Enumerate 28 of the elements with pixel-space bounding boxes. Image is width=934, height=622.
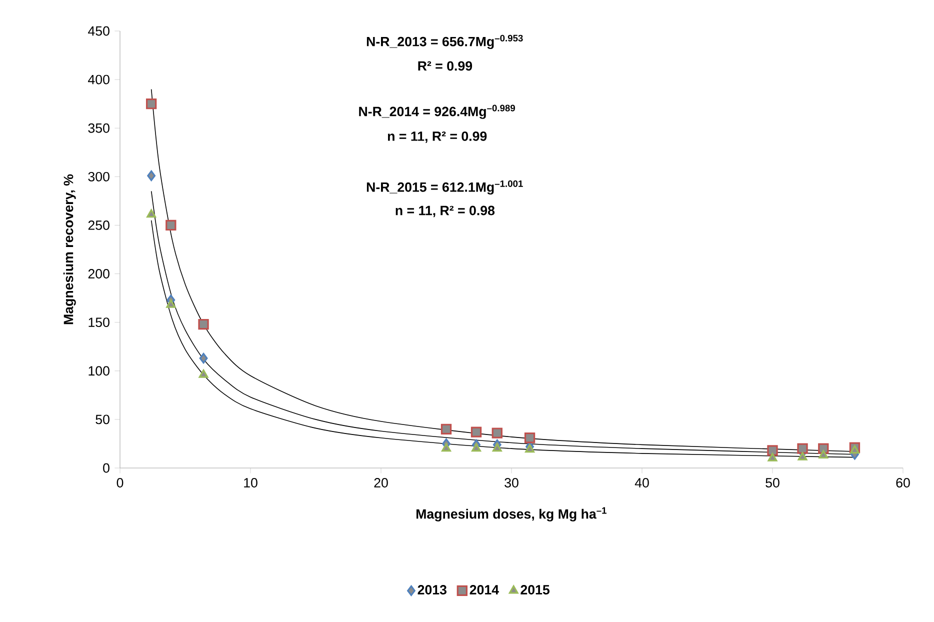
- x-tick-label: 10: [244, 478, 258, 488]
- legend-label: 2013: [418, 585, 446, 594]
- y-tick-label: 250: [88, 220, 110, 230]
- y-tick-label: 450: [88, 26, 110, 36]
- x-tick-label: 0: [116, 478, 124, 488]
- x-tick-label: 40: [634, 478, 649, 488]
- y-tick-label: 300: [88, 172, 110, 182]
- x-axis-title: Magnesium doses, kg Mg ha$^{–1}$: [416, 507, 606, 522]
- annotation: n = 11, R² = 0.99: [388, 132, 487, 143]
- y-tick-label: 100: [88, 366, 110, 376]
- annotation: N-R_2013 = 656.7Mg$^{–0.953}$: [366, 34, 523, 50]
- x-tick-label: 20: [374, 478, 388, 488]
- y-tick-label: 200: [88, 269, 110, 278]
- y-tick-label: 50: [96, 414, 110, 424]
- x-tick-label: 50: [766, 478, 780, 488]
- annotation: R² = 0.99: [418, 61, 472, 71]
- y-tick-label: 0: [103, 463, 110, 473]
- annotation: N-R_2014 = 926.4Mg$^{–0.989}$: [359, 104, 515, 119]
- x-tick-label: 60: [896, 478, 910, 488]
- annotation: N-R_2015 = 612.1Mg$^{–1.001}$: [366, 180, 523, 195]
- y-tick-label: 150: [88, 318, 110, 328]
- x-tick-label: 30: [504, 478, 518, 488]
- y-tick-label: 350: [88, 123, 110, 133]
- y-tick-label: 400: [88, 74, 110, 84]
- legend-label: 2015: [520, 585, 550, 594]
- annotation: n = 11, R² = 0.98: [396, 206, 495, 218]
- legend-label: 2014: [470, 585, 499, 594]
- y-axis-title: Magnesium recovery, %: [63, 174, 76, 324]
